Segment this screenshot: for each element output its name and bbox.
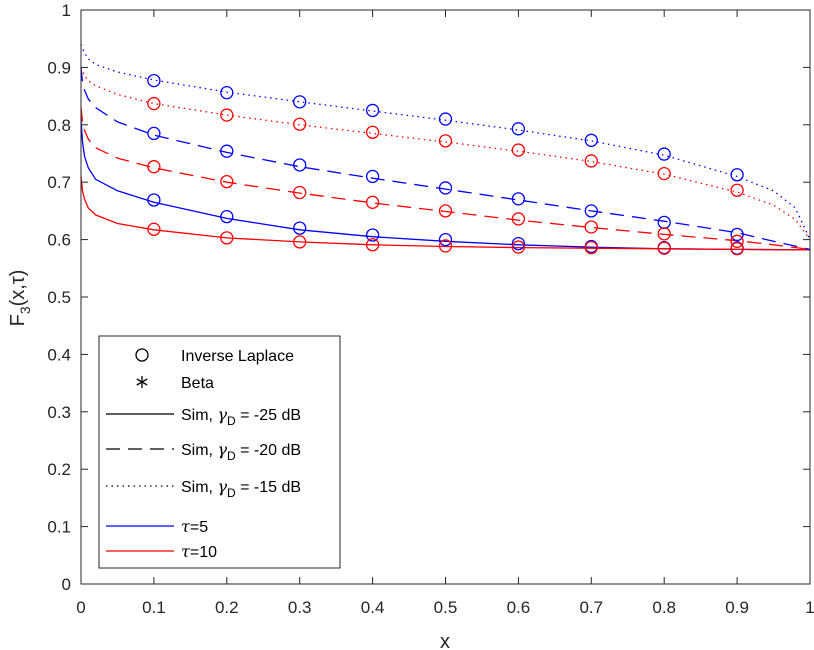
y-tick-label: 0 (62, 575, 71, 594)
data-point (365, 228, 380, 242)
data-point (511, 240, 526, 254)
series-line (80, 44, 811, 240)
y-tick-label: 0.9 (47, 58, 71, 77)
data-point (220, 144, 234, 158)
data-point (730, 234, 744, 248)
data-point (511, 236, 526, 251)
data-point (438, 232, 453, 247)
data-point (657, 241, 671, 255)
data-point (511, 212, 526, 226)
legend-label: Sim, γD = -20 dB (181, 440, 301, 463)
asterisk-stroke (136, 378, 148, 386)
data-point (147, 160, 161, 174)
data-point (657, 147, 671, 161)
data-point (147, 73, 161, 88)
y-tick-label: 0.7 (47, 173, 71, 192)
x-tick-label: 0.6 (507, 598, 531, 617)
legend: Inverse Laplace Beta Sim, γD = -25 dB Sim, … (98, 335, 341, 569)
data-point (657, 227, 671, 241)
data-point (657, 215, 671, 230)
data-point (365, 238, 380, 252)
data-point (438, 204, 453, 218)
y-tick-label: 0.1 (47, 518, 71, 537)
data-point (293, 95, 307, 109)
legend-marker-circle (135, 348, 149, 362)
legend-label: Sim, γD = -15 dB (181, 477, 301, 500)
x-tick-label: 1 (805, 598, 814, 617)
data-point (365, 169, 380, 184)
data-point (365, 103, 380, 118)
data-point (584, 220, 598, 234)
legend-label: Sim, γD = -25 dB (181, 405, 301, 428)
data-point (730, 183, 744, 197)
data-point (657, 166, 671, 181)
legend-label: Inverse Laplace (181, 348, 294, 365)
series-line (80, 107, 811, 251)
x-tick-label: 0.3 (288, 598, 312, 617)
data-point (147, 222, 161, 236)
x-tick-label: 0.2 (215, 598, 239, 617)
legend-box (98, 335, 341, 569)
x-tick-label: 0.7 (579, 598, 603, 617)
x-tick-label: 0.1 (142, 598, 166, 617)
x-axis-label: x (440, 631, 450, 650)
data-point (584, 154, 598, 168)
data-point (730, 227, 744, 242)
data-point (511, 143, 526, 157)
plot-area (80, 44, 811, 256)
data-point (220, 209, 234, 224)
data-point (438, 181, 453, 195)
data-point (293, 235, 307, 249)
data-point (365, 125, 380, 139)
y-axis-label-args: (x,τ) (7, 270, 29, 307)
legend-label: Beta (181, 375, 214, 392)
legend-label: τ=5 (181, 517, 208, 536)
x-tick-label: 0 (76, 598, 85, 617)
data-point (730, 242, 744, 256)
data-point (511, 192, 526, 206)
legend-label: τ=10 (181, 542, 217, 561)
data-point (438, 239, 453, 253)
y-tick-label: 0.2 (47, 460, 71, 479)
series-line (80, 176, 811, 251)
data-point (584, 133, 598, 147)
x-tick-label: 0.9 (725, 598, 749, 617)
data-point (147, 193, 161, 207)
series-line (80, 119, 811, 251)
data-point (584, 204, 598, 218)
data-point (147, 96, 161, 111)
data-point (293, 221, 307, 235)
data-point (293, 158, 307, 172)
x-tick-label: 0.4 (361, 598, 385, 617)
data-point (438, 134, 453, 148)
x-tick-label: 0.8 (652, 598, 676, 617)
data-point (438, 112, 453, 126)
axes: 0 0.1 0.2 0.3 0.4 0.5 0.6 0.7 0.8 0.9 1 0 0.1 0.2 0.3 0… (47, 1, 814, 617)
y-tick-label: 0.3 (47, 403, 71, 422)
data-point (147, 126, 161, 141)
y-tick-label: 0.5 (47, 288, 71, 307)
data-point (293, 185, 307, 200)
y-tick-label: 0.4 (47, 345, 71, 364)
y-axis-label-base: F (7, 314, 29, 326)
y-tick-label: 0.8 (47, 116, 71, 135)
data-point (220, 108, 234, 122)
data-point (293, 117, 307, 131)
series-line (80, 67, 811, 240)
y-tick-label: 1 (62, 1, 71, 20)
data-point (511, 122, 526, 136)
data-point (220, 231, 234, 245)
data-point (584, 240, 598, 255)
data-point (365, 195, 380, 209)
x-tick-label: 0.5 (434, 598, 458, 617)
series-line (80, 67, 811, 251)
y-axis-label-sub: 3 (17, 306, 33, 314)
data-point (220, 86, 234, 100)
y-tick-label: 0.6 (47, 231, 71, 250)
data-point (220, 174, 234, 189)
y-axis-label: F3(x,τ) (7, 270, 33, 327)
legend-marker-asterisk (136, 376, 148, 388)
data-point (730, 168, 744, 182)
